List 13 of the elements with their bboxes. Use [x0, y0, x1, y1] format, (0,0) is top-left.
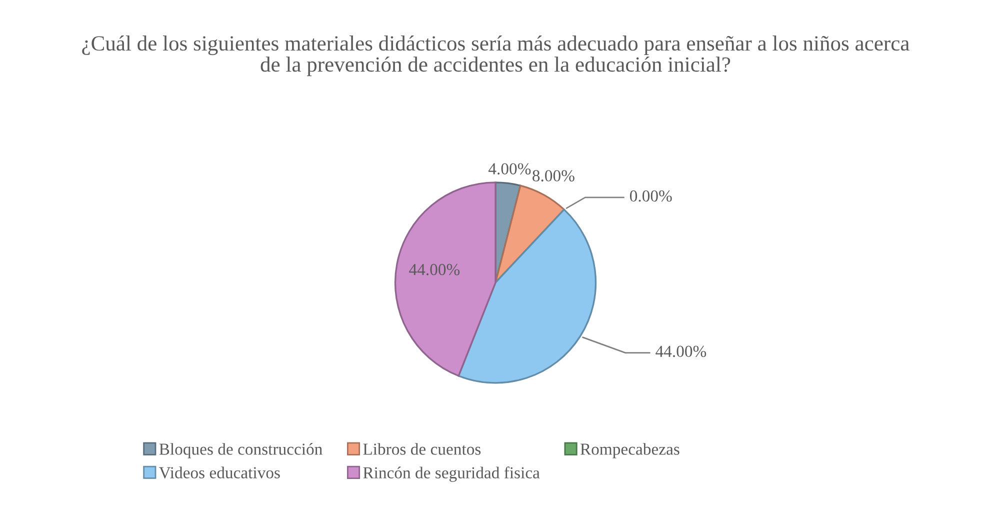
text: 0.00%	[630, 190, 672, 202]
legend-label: Rompecabezas	[580, 443, 680, 458]
pie-slice	[458, 208, 597, 384]
data-label: 44.00%	[409, 264, 460, 276]
data-label: 8.00%	[532, 170, 574, 182]
legend-label: Rincón de seguridad fisica	[363, 466, 540, 482]
data-label: 4.00%	[488, 163, 531, 175]
pie-slice	[394, 182, 496, 377]
legend-label: Bloques de construcción	[159, 443, 322, 458]
data-label: 44.00%	[656, 346, 706, 358]
chart-title: ¿Cuál de los siguientes materiales didácticos sería más adecuado para enseñar a los niños acerca de la prevención de accidentes en la educación inicial?	[82, 35, 910, 76]
legend-label: Videos educativos	[159, 466, 280, 478]
legend-label: Libros de cuentos	[363, 443, 481, 455]
